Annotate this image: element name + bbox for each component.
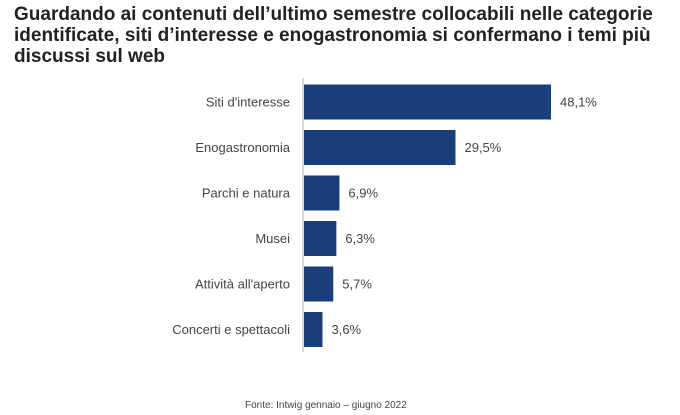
bar-parchi-e-natura xyxy=(304,175,340,211)
value-label-parchi-e-natura: 6,9% xyxy=(348,186,378,201)
category-label-siti-d-interesse: Siti d'interesse xyxy=(206,95,290,110)
bar-attivita-all-aperto xyxy=(304,266,334,302)
value-label-concerti-e-spettacoli: 3,6% xyxy=(331,322,361,337)
category-label-concerti-e-spettacoli: Concerti e spettacoli xyxy=(172,322,290,337)
bar-chart: Siti d'interesse 48,1% Enogastronomia 29,5%… xyxy=(172,78,597,352)
category-label-parchi-e-natura: Parchi e natura xyxy=(202,186,291,201)
category-label-musei: Musei xyxy=(255,231,290,246)
bar-enogastronomia xyxy=(304,130,456,165)
value-label-enogastronomia: 29,5% xyxy=(464,140,501,155)
value-label-siti-d-interesse: 48,1% xyxy=(560,95,597,110)
category-label-attivita-all-aperto: Attività all'aperto xyxy=(195,277,290,292)
value-label-attivita-all-aperto: 5,7% xyxy=(342,277,372,292)
bar-siti-d-interesse xyxy=(304,84,551,120)
bar-concerti-e-spettacoli xyxy=(304,312,323,347)
value-label-musei: 6,3% xyxy=(345,231,375,246)
category-label-enogastronomia: Enogastronomia xyxy=(195,140,290,155)
chart-title: Guardando ai contenuti dell’ultimo semes… xyxy=(14,4,653,67)
source-note: Fonte: Intwig gennaio – giugno 2022 xyxy=(245,400,407,411)
bar-musei xyxy=(304,221,337,256)
